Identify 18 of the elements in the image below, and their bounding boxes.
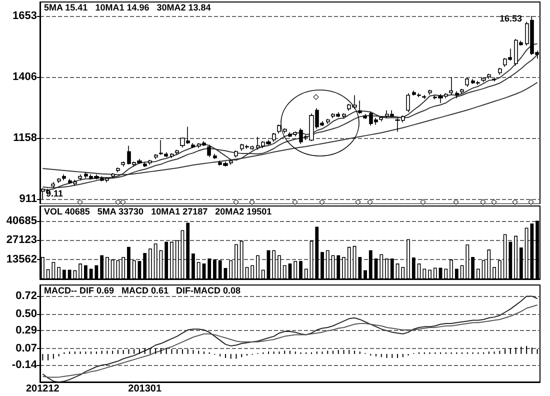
annotation: MACD-- DIF 0.69 MACD 0.61 DIF-MACD 0.08 bbox=[44, 286, 241, 296]
y-tick-label: 27123 bbox=[6, 234, 37, 246]
y-tick-label: 0.72 bbox=[16, 290, 37, 302]
y-tick-label: 0.29 bbox=[16, 324, 37, 337]
y-tick-label: 1158 bbox=[13, 132, 37, 144]
y-tick-label: 1653 bbox=[12, 10, 37, 22]
y-tick-label: 13562 bbox=[6, 254, 37, 266]
y-tick-label: -0.14 bbox=[12, 359, 38, 372]
y-tick-label: 0.50 bbox=[16, 308, 37, 320]
x-tick-label: 201212 bbox=[26, 384, 60, 394]
y-tick-label: 911 bbox=[19, 193, 37, 206]
annotation: 9.11 bbox=[46, 188, 64, 198]
y-tick-label: 1406 bbox=[12, 70, 37, 83]
annotation: VOL 40685 5MA 33730 10MA1 27187 20MA2 19501 bbox=[44, 206, 272, 216]
annotation: 5MA 15.41 10MA1 14.96 30MA2 13.84 bbox=[44, 2, 211, 12]
y-tick-label: 0.07 bbox=[16, 342, 37, 354]
y-tick-label: 40685 bbox=[6, 214, 37, 227]
x-tick-label: 201301 bbox=[128, 384, 162, 394]
